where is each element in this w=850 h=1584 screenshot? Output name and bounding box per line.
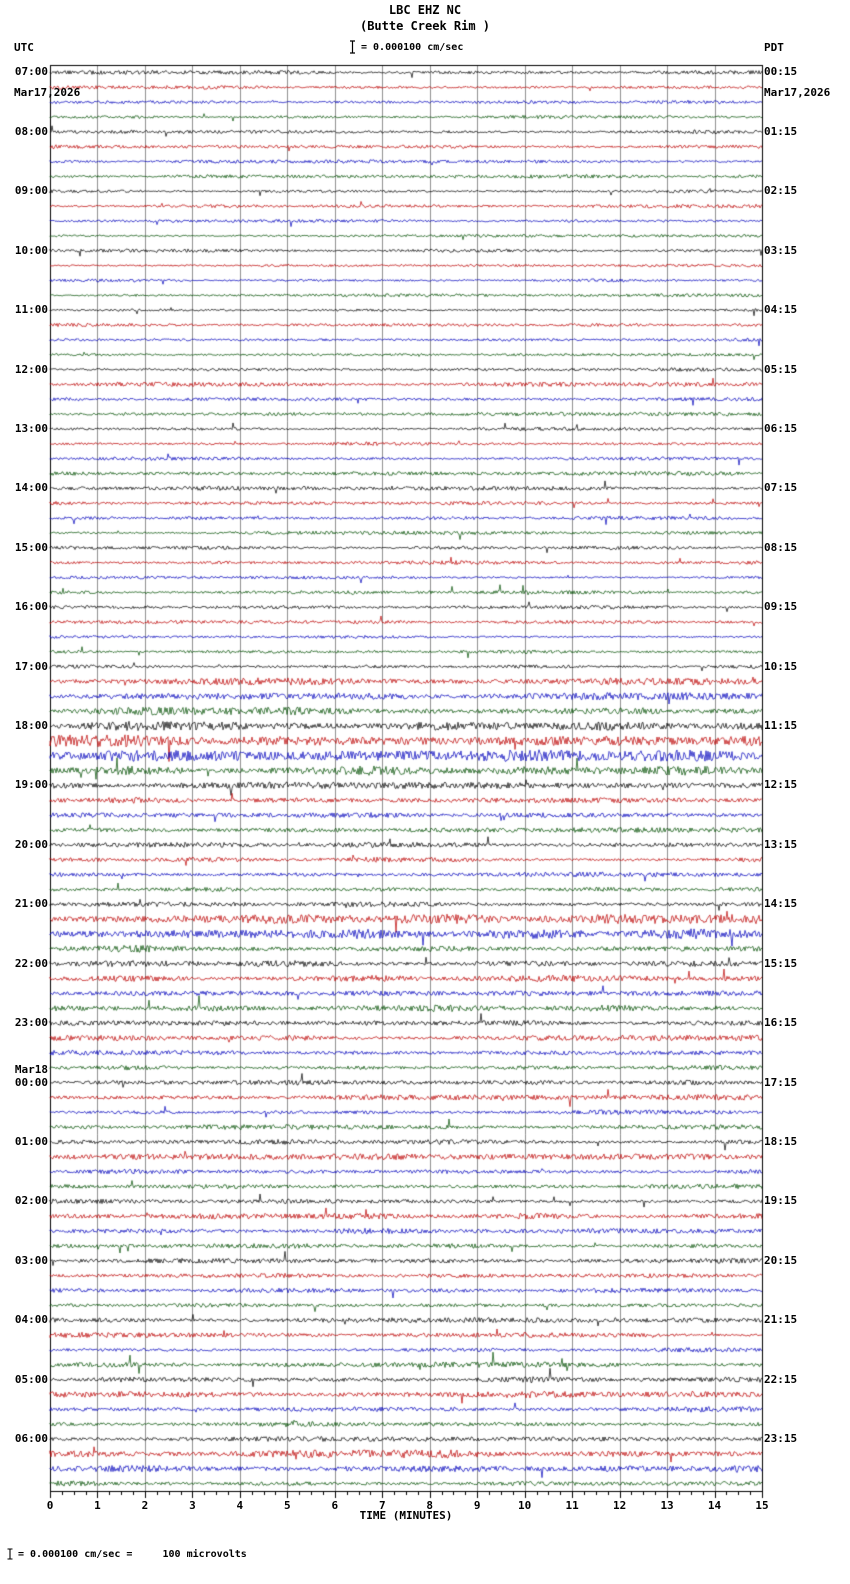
x-axis-title: TIME (MINUTES): [359, 1509, 453, 1522]
footer-scale-text: = 0.000100 cm/sec = 100 microvolts: [18, 1548, 247, 1560]
pdt-hour-label: 09:15: [764, 600, 798, 614]
x-tick-label: 7: [378, 1499, 386, 1512]
scale-legend-text: = 0.000100 cm/sec: [361, 41, 464, 53]
footer-scale-legend: = 0.000100 cm/sec = 100 microvolts: [6, 1548, 247, 1560]
x-tick-label: 13: [660, 1499, 674, 1512]
x-tick-label: 10: [518, 1499, 532, 1512]
pdt-hour-label: 17:15: [764, 1075, 798, 1089]
x-tick-label: 3: [189, 1499, 196, 1512]
pdt-hour-label: 05:15: [764, 362, 798, 376]
x-tick-label: 0: [46, 1499, 54, 1512]
utc-hour-label: 09:00: [14, 184, 48, 198]
pdt-hour-label: 01:15: [764, 124, 798, 138]
utc-hour-label: 18:00: [14, 719, 48, 732]
x-tick-label: 11: [565, 1499, 579, 1512]
amplitude-bar-icon: [350, 40, 355, 54]
x-tick-label: 15: [755, 1499, 769, 1512]
utc-hour-label: 14:00: [14, 481, 48, 495]
x-tick-label: 5: [284, 1499, 291, 1512]
utc-hour-label: 08:00: [14, 124, 48, 138]
utc-hour-label: 11:00: [14, 303, 48, 317]
utc-hour-label: 10:00: [14, 243, 48, 257]
utc-hour-label: 01:00: [14, 1134, 48, 1148]
pdt-hour-label: 16:15: [764, 1016, 798, 1030]
pdt-hour-label: 08:15: [764, 540, 798, 554]
utc-hour-label: 02:00: [14, 1194, 48, 1208]
pdt-hour-label: 22:15: [764, 1372, 798, 1386]
x-tick-label: 4: [236, 1499, 244, 1512]
utc-hour-label: 15:00: [14, 540, 48, 554]
utc-hour-label: 17:00: [14, 659, 48, 673]
pdt-hour-label: 07:15: [764, 481, 798, 495]
pdt-hour-label: 18:15: [764, 1134, 798, 1148]
plot-title: LBC EHZ NC (Butte Creek Rim ): [0, 2, 850, 34]
pdt-hour-label: 23:15: [764, 1432, 798, 1445]
pdt-hour-label: 00:15: [764, 65, 798, 79]
utc-hour-label: 06:00: [14, 1432, 48, 1445]
pdt-label: PDT: [764, 41, 784, 54]
pdt-hour-label: 19:15: [764, 1194, 798, 1208]
utc-label: UTC: [14, 41, 34, 54]
pdt-hour-label: 04:15: [764, 303, 798, 317]
pdt-hour-label: 15:15: [764, 956, 798, 970]
station-code: LBC EHZ NC: [388, 3, 462, 17]
pdt-hour-label: 03:15: [764, 243, 798, 257]
utc-hour-label: 21:00: [14, 897, 48, 911]
x-tick-label: 9: [473, 1499, 481, 1512]
pdt-hour-label: 13:15: [764, 837, 798, 851]
x-tick-label: 14: [707, 1499, 722, 1512]
utc-hour-label: 19:00: [14, 778, 48, 792]
utc-hour-label: 04:00: [14, 1313, 48, 1327]
station-name: (Butte Creek Rim ): [359, 19, 491, 33]
utc-hour-label: 23:00: [14, 1016, 48, 1030]
amplitude-bar-icon: [7, 1548, 13, 1560]
pdt-hour-label: 02:15: [764, 184, 798, 198]
utc-date: Mar17,2026: [14, 86, 81, 99]
x-tick-label: 2: [141, 1499, 149, 1512]
pdt-hour-label: 21:15: [764, 1313, 798, 1327]
utc-date-rollover-label: Mar18: [14, 1062, 48, 1076]
pdt-hour-label: 06:15: [764, 421, 798, 435]
pdt-hour-label: 14:15: [764, 897, 798, 911]
pdt-hour-label: 11:15: [764, 719, 798, 732]
utc-hour-label: 00:00: [14, 1075, 48, 1089]
utc-hour-label: 12:00: [14, 362, 48, 376]
utc-hour-label: 03:00: [14, 1253, 48, 1267]
utc-hour-label: 05:00: [14, 1372, 48, 1386]
utc-header: UTC Mar17,2026: [14, 10, 80, 130]
utc-hour-label: 13:00: [14, 421, 48, 435]
pdt-hour-label: 12:15: [764, 778, 798, 792]
utc-hour-label: 20:00: [14, 837, 48, 851]
x-tick-label: 1: [94, 1499, 101, 1512]
utc-hour-label: 16:00: [14, 600, 48, 614]
pdt-hour-label: 20:15: [764, 1253, 798, 1267]
x-tick-label: 12: [612, 1499, 627, 1512]
scale-legend: = 0.000100 cm/sec: [348, 40, 463, 54]
pdt-date: Mar17,2026: [764, 86, 831, 99]
x-tick-label: 8: [426, 1499, 434, 1512]
utc-hour-label: 22:00: [14, 956, 48, 970]
pdt-hour-label: 10:15: [764, 659, 798, 673]
x-tick-label: 6: [331, 1499, 339, 1512]
pdt-header: PDT Mar17,2026: [764, 10, 830, 130]
utc-hour-label: 07:00: [14, 65, 48, 79]
